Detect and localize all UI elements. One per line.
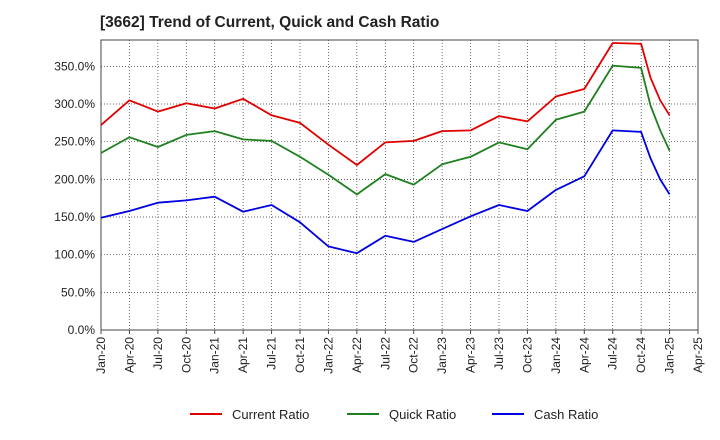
- x-tick-label: Jan-21: [208, 337, 222, 374]
- x-tick-label: Apr-20: [122, 337, 136, 373]
- legend: Current Ratio Quick Ratio Cash Ratio: [190, 407, 598, 422]
- y-tick-label: 300.0%: [54, 97, 95, 111]
- x-tick-label: Jan-22: [321, 337, 335, 374]
- x-tick-label: Apr-23: [464, 337, 478, 373]
- x-tick-label: Jul-24: [606, 337, 620, 370]
- x-tick-label: Jul-20: [151, 337, 165, 370]
- axes: 0.0% 50.0% 100.0% 150.0% 200.0% 250.0% 300.0% 3…: [54, 39, 705, 374]
- x-tick-label: Apr-22: [350, 337, 364, 373]
- x-tick-label: Oct-20: [179, 337, 193, 373]
- x-tick-label: Jul-21: [265, 337, 279, 370]
- x-tick-label: Jan-25: [663, 337, 677, 374]
- series-lines: [100, 42, 671, 255]
- y-tick-label: 150.0%: [54, 210, 95, 224]
- legend-label-cash-ratio: Cash Ratio: [534, 407, 598, 422]
- x-tick-label: Oct-24: [634, 337, 648, 373]
- y-tick-label: 100.0%: [54, 248, 95, 262]
- x-tick-label: Jan-23: [435, 337, 449, 374]
- y-tick-label: 50.0%: [61, 285, 95, 299]
- x-tick-label: Oct-23: [520, 337, 534, 373]
- y-tick-label: 200.0%: [54, 172, 95, 186]
- grid: [101, 40, 698, 330]
- y-tick-label: 350.0%: [54, 59, 95, 73]
- legend-label-current-ratio: Current Ratio: [232, 407, 309, 422]
- series-line-current-ratio: [100, 42, 671, 166]
- legend-label-quick-ratio: Quick Ratio: [389, 407, 456, 422]
- series-line-cash-ratio: [100, 129, 671, 255]
- x-tick-label: Apr-21: [236, 337, 250, 373]
- y-tick-label: 0.0%: [68, 323, 96, 337]
- x-tick-label: Jan-20: [94, 337, 108, 374]
- x-tick-label: Apr-25: [691, 337, 705, 373]
- x-tick-label: Oct-21: [293, 337, 307, 373]
- x-tick-label: Jul-22: [378, 337, 392, 370]
- x-tick-label: Jan-24: [549, 337, 563, 374]
- series-line-quick-ratio: [100, 64, 671, 196]
- x-tick-label: Apr-24: [577, 337, 591, 373]
- chart-title: [3662] Trend of Current, Quick and Cash …: [100, 14, 440, 31]
- y-tick-label: 250.0%: [54, 135, 95, 149]
- x-tick-label: Oct-22: [407, 337, 421, 373]
- plot-frame: [100, 39, 699, 331]
- x-tick-label: Jul-23: [492, 337, 506, 370]
